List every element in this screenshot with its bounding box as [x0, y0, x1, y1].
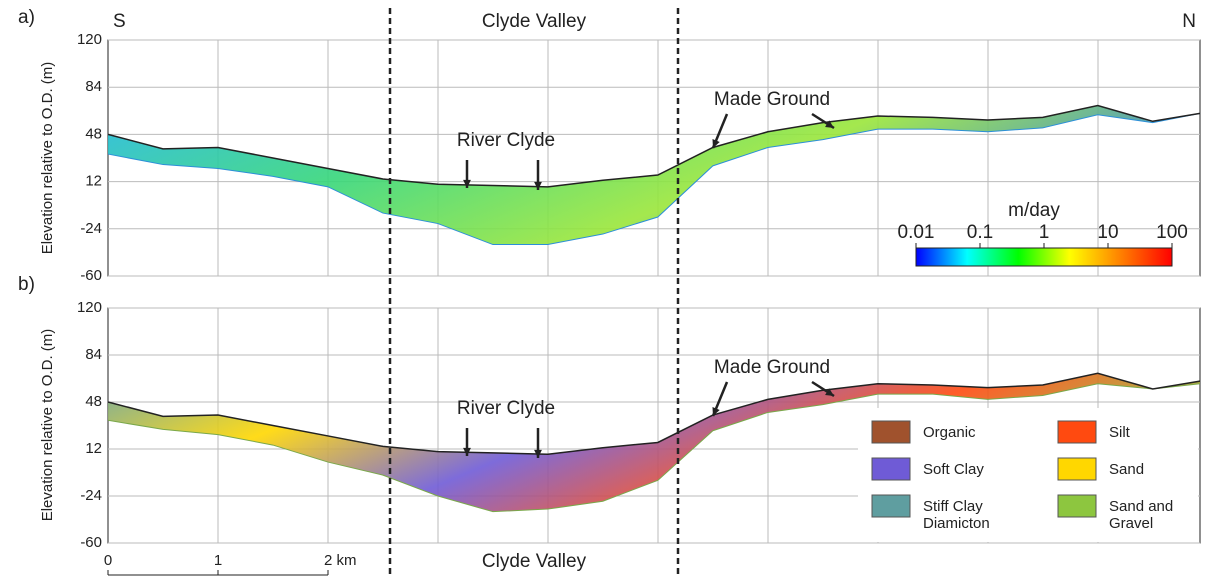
annotation: River Clyde — [457, 398, 555, 419]
colorbar-tick-label: 0.1 — [967, 222, 993, 243]
direction-label: N — [1182, 11, 1196, 32]
y-tick-label: 84 — [85, 346, 102, 363]
section-base — [107, 383, 1201, 513]
y-tick-label: 120 — [77, 299, 102, 316]
y-tick-label: 120 — [77, 31, 102, 48]
scale-label: 2 km — [324, 552, 357, 569]
legend-label: Soft Clay — [923, 461, 984, 478]
scale-label: 1 — [214, 552, 222, 569]
y-tick-label: 12 — [85, 440, 102, 457]
legend-swatch — [1057, 420, 1097, 444]
section-base — [107, 112, 1201, 246]
legend-label: Sand — [1109, 461, 1145, 478]
annotation: River Clyde — [457, 130, 555, 151]
y-tick-label: 84 — [85, 78, 102, 95]
y-tick-label: -60 — [80, 267, 102, 284]
legend-label: Sand and Gravel — [1109, 498, 1174, 532]
arrow-head — [463, 179, 471, 188]
section-fill — [108, 373, 1200, 512]
direction-label: S — [113, 11, 126, 32]
legend-swatch — [871, 494, 911, 518]
section-fill — [108, 105, 1200, 245]
colorbar-tick-label: 10 — [1097, 222, 1118, 243]
colorbar-tick-label: 0.01 — [898, 222, 935, 243]
y-tick-label: -24 — [80, 220, 102, 237]
scale-label: 0 — [104, 552, 112, 569]
valley-label: Clyde Valley — [482, 551, 587, 572]
valley-label: Clyde Valley — [482, 11, 587, 32]
colorbar — [915, 247, 1173, 267]
surface-line — [107, 104, 1201, 188]
plot-area — [107, 39, 1201, 277]
arrow-head — [534, 181, 542, 190]
y-tick-label: 12 — [85, 173, 102, 190]
colorbar-tick-label: 1 — [1039, 222, 1050, 243]
legend-label: Stiff Clay Diamicton — [923, 498, 990, 532]
legend-box — [858, 408, 1198, 542]
legend-swatch — [871, 457, 911, 481]
y-tick-label: -24 — [80, 487, 102, 504]
legend-swatch — [1057, 494, 1097, 518]
arrow-head — [712, 139, 720, 148]
arrow-head — [463, 447, 471, 456]
legend-label: Silt — [1109, 424, 1130, 441]
colorbar-title: m/day — [1008, 200, 1060, 221]
colorbar-tick-label: 100 — [1156, 222, 1188, 243]
panel-label: b) — [18, 274, 35, 295]
legend-swatch — [871, 420, 911, 444]
panel-label: a) — [18, 7, 35, 28]
annotation: Made Ground — [714, 89, 830, 110]
arrow-head — [534, 449, 542, 458]
y-axis-title: Elevation relative to O.D. (m) — [39, 62, 56, 255]
arrow-head — [825, 120, 834, 128]
y-axis-title: Elevation relative to O.D. (m) — [39, 329, 56, 522]
y-tick-label: -60 — [80, 534, 102, 551]
y-tick-label: 48 — [85, 125, 102, 142]
surface-line — [107, 372, 1201, 455]
legend-label: Organic — [923, 424, 976, 441]
y-tick-label: 48 — [85, 393, 102, 410]
arrow-head — [712, 407, 720, 416]
legend-swatch — [1057, 457, 1097, 481]
arrow-head — [825, 388, 834, 396]
annotation: Made Ground — [714, 357, 830, 378]
